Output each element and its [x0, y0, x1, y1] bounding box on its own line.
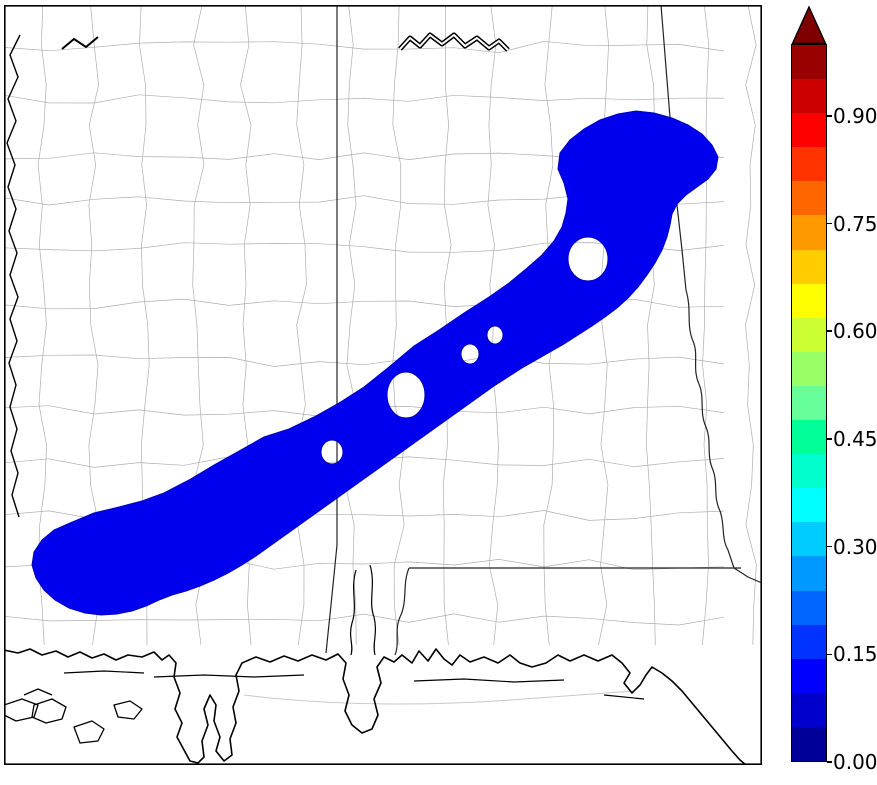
colorbar-segment: [792, 215, 826, 250]
colorbar-tick-mark: [827, 653, 832, 656]
county-line: [4, 40, 725, 54]
marsh-shapes: [4, 688, 143, 744]
colorbar-segment: [792, 726, 826, 761]
colorbar-segment: [792, 147, 826, 182]
county-line: [345, 5, 357, 646]
colorbar-segment: [792, 590, 826, 625]
colorbar-segment: [792, 624, 826, 659]
colorbar-tick-mark: [827, 438, 832, 440]
colorbar-tick-label: 0.60: [833, 319, 877, 344]
small-river-squiggle: [61, 36, 99, 50]
colorbar-segment: [792, 113, 826, 148]
county-line: [702, 5, 710, 646]
colorbar-over-arrow-icon: [791, 6, 827, 44]
colorbar-segment: [792, 692, 826, 727]
mississippi-river: [6, 34, 21, 518]
colorbar-segment: [792, 556, 826, 591]
colorbar-tick-label: 0.75: [833, 211, 877, 236]
colorbar-segment: [792, 79, 826, 114]
colorbar-segment: [792, 658, 826, 693]
colorbar-tick-mark: [827, 115, 832, 117]
colorbar-tick-label: 0.15: [833, 642, 877, 667]
colorbar-segment: [792, 283, 826, 318]
probability-swath: [31, 110, 719, 616]
map-frame: [4, 5, 762, 765]
colorbar-segment: [792, 522, 826, 557]
county-line: [296, 5, 308, 646]
colorbar-segment: [792, 181, 826, 216]
county-line: [4, 354, 725, 367]
county-line: [4, 613, 725, 626]
county-line: [37, 5, 47, 646]
colorbar-tick-label: 0.00: [833, 750, 877, 774]
colorbar-tick-mark: [827, 761, 832, 763]
colorbar-tick-label: 0.30: [833, 534, 877, 559]
colorbar-arrow-triangle: [791, 6, 827, 44]
colorbar-segment: [792, 385, 826, 421]
colorbar-tick-mark: [827, 330, 832, 332]
mobile-delta-rivers: [349, 564, 377, 656]
colorbar-segment: [792, 351, 826, 386]
colorbar-segment: [792, 488, 826, 523]
colorbar-segment: [792, 420, 826, 455]
tennessee-river-inner: [399, 34, 509, 51]
colorbar-segment: [792, 249, 826, 284]
county-line: [392, 5, 405, 646]
colorbar-segment: [792, 45, 826, 80]
colorbar-tick-label: 0.90: [833, 103, 877, 128]
state-borders: [325, 5, 762, 656]
map-plot: [4, 5, 762, 765]
colorbar-segment: [792, 317, 826, 352]
offshore-contour: [243, 690, 635, 705]
colorbar-segment: [792, 454, 826, 489]
colorbar-tick-label: 0.45: [833, 426, 877, 451]
colorbar-tick-mark: [827, 545, 832, 548]
county-line: [4, 94, 725, 104]
barrier-islands: [63, 670, 645, 700]
colorbar: 0.90 0.75 0.60 0.45 0.30 0.15 0.00: [791, 6, 877, 781]
colorbar-bar: [791, 44, 827, 762]
county-line: [646, 5, 658, 646]
colorbar-tick-mark: [827, 222, 832, 225]
county-line: [745, 5, 757, 646]
county-line: [598, 5, 609, 646]
gulf-coastline: [4, 648, 747, 765]
